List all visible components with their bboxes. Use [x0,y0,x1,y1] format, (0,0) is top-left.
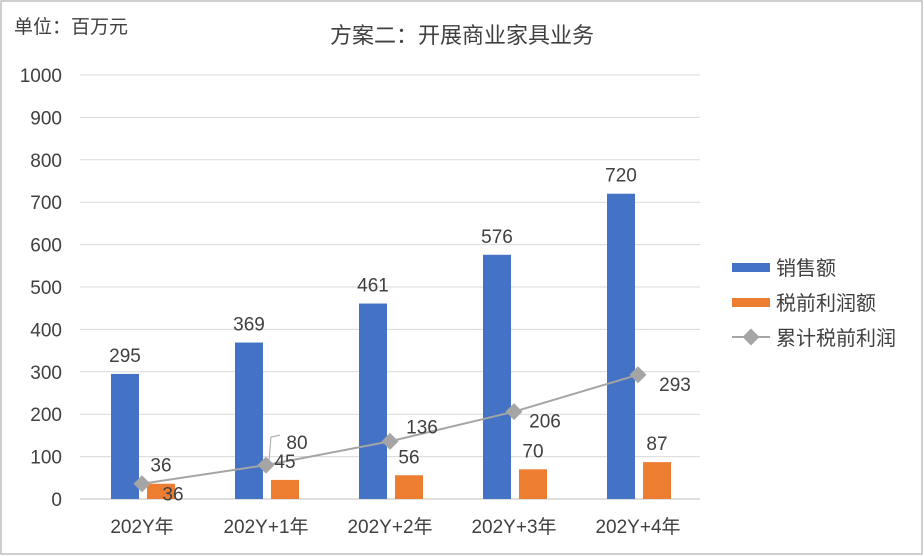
x-tick-label: 202Y+4年 [595,516,680,538]
bar-sales [483,254,511,499]
data-label-sales: 461 [357,276,389,297]
x-tick-label: 202Y+2年 [347,516,432,538]
y-tick-label: 400 [30,320,62,341]
x-tick-label: 202Y年 [110,516,173,538]
marker-cumulative-profit [257,456,275,474]
y-tick-label: 700 [30,193,62,214]
data-label-pretax-profit: 56 [398,447,419,468]
y-tick-label: 1000 [20,66,62,87]
bar-pretax-profit [519,469,547,499]
y-tick-label: 800 [30,151,62,172]
data-label-sales: 576 [481,227,513,248]
x-tick-label: 202Y+3年 [471,516,556,538]
bar-pretax-profit [395,475,423,499]
bar-sales [359,303,387,499]
leader-line [268,434,281,462]
bar-sales [607,193,635,499]
y-tick-label: 0 [51,490,62,511]
data-label-sales: 295 [109,346,141,367]
y-tick-label: 200 [30,405,62,426]
legend-label: 税前利润额 [776,292,876,315]
data-label-sales: 720 [605,166,637,187]
data-label-pretax-profit: 87 [646,434,667,455]
legend-label: 销售额 [776,257,836,280]
unit-label: 单位：百万元 [14,16,128,38]
data-label-cumulative-profit: 36 [162,485,183,506]
data-label-cumulative-profit: 136 [406,417,438,438]
data-label-cumulative-profit: 293 [659,375,691,396]
legend-swatch [732,263,770,272]
bar-pretax-profit [147,483,175,499]
data-label-sales: 369 [233,315,265,336]
bar-sales [235,342,263,499]
marker-cumulative-profit [629,366,647,384]
bar-sales [111,373,139,499]
marker-cumulative-profit [133,475,151,493]
x-tick-label: 202Y+1年 [223,516,308,538]
legend-swatch [732,298,770,307]
bar-pretax-profit [643,462,671,499]
data-label-pretax-profit: 70 [522,441,543,462]
marker-cumulative-profit [505,403,523,421]
y-tick-label: 900 [30,108,62,129]
data-label-pretax-profit: 45 [274,452,295,473]
y-tick-label: 600 [30,236,62,257]
y-tick-label: 300 [30,363,62,384]
data-label-pretax-profit: 36 [150,456,171,477]
marker-cumulative-profit [381,432,399,450]
y-tick-label: 500 [30,278,62,299]
data-label-cumulative-profit: 80 [286,433,307,454]
y-tick-label: 100 [30,448,62,469]
data-label-cumulative-profit: 206 [529,412,561,433]
legend-label: 累计税前利润 [776,327,896,350]
bar-pretax-profit [271,479,299,499]
chart-title: 方案二：开展商业家具业务 [330,24,594,49]
legend-marker-icon [742,328,760,346]
